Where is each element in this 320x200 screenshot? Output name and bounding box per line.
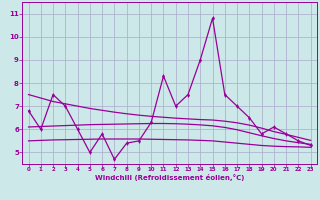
X-axis label: Windchill (Refroidissement éolien,°C): Windchill (Refroidissement éolien,°C) [95,174,244,181]
